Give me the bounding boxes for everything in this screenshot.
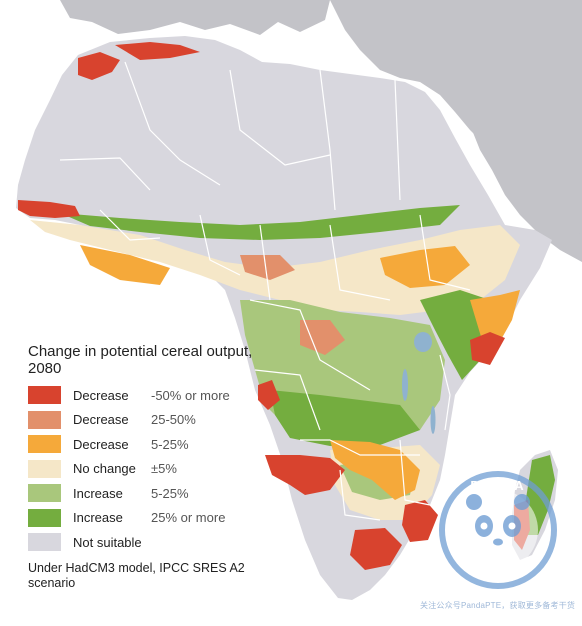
legend-swatch: [28, 508, 61, 527]
region-decrease-strong-morocco: [78, 52, 120, 80]
legend-range: -50% or more: [151, 387, 230, 403]
lake-tanganyika: [402, 369, 408, 401]
region-decrease-strong-east-coast: [470, 332, 505, 365]
legend-rows: Decrease -50% or more Decrease 25-50% De…: [28, 383, 258, 555]
middle-east-land: [330, 0, 582, 260]
legend-swatch: [28, 386, 61, 405]
country-borders: [59, 61, 471, 521]
legend-row: Increase 25% or more: [28, 506, 258, 531]
legend-label: Increase: [73, 510, 123, 526]
legend-range: 5-25%: [151, 485, 189, 501]
legend-range: ±5%: [151, 461, 177, 477]
surrounding-land: [60, 0, 582, 262]
region-increase-strong-central: [270, 390, 420, 446]
region-decrease-strong-algeria: [115, 42, 200, 60]
europe-land: [60, 0, 330, 35]
legend-row: Decrease 5-25%: [28, 432, 258, 457]
legend-label: Decrease: [73, 436, 129, 452]
legend-label: Decrease: [73, 412, 129, 428]
region-decrease-strong-sa: [350, 528, 402, 570]
legend-label: Not suitable: [73, 534, 142, 550]
region-decrease-strong-angola: [258, 380, 280, 410]
legend-row: Not suitable: [28, 530, 258, 555]
legend-row: Increase 5-25%: [28, 481, 258, 506]
legend-row: No change ±5%: [28, 457, 258, 482]
region-increase-strong: [60, 205, 460, 240]
legend-swatch: [28, 410, 61, 429]
legend-row: Decrease -50% or more: [28, 383, 258, 408]
lake-malawi: [430, 406, 436, 434]
lakes: [402, 332, 436, 434]
arabian-peninsula: [470, 125, 582, 262]
region-decrease-moderate-east: [470, 290, 520, 345]
legend-swatch: [28, 459, 61, 478]
region-decrease-medium-2: [240, 255, 295, 280]
legend-swatch: [28, 533, 61, 552]
region-decrease-strong-namibia: [265, 455, 345, 495]
legend-swatch: [28, 435, 61, 454]
legend-swatch: [28, 484, 61, 503]
legend-label: Increase: [73, 485, 123, 501]
legend-range: 5-25%: [151, 436, 189, 452]
region-decrease-medium: [300, 320, 345, 355]
region-decrease-strong-west: [18, 200, 80, 218]
region-decrease-moderate-west: [80, 245, 170, 285]
map-legend: Change in potential cereal output, 2080 …: [28, 343, 258, 591]
legend-label: No change: [73, 461, 136, 477]
legend-range: 25-50%: [151, 412, 196, 428]
watermark-caption: 关注公众号PandaPTE，获取更多备考干货: [420, 601, 576, 610]
model-note: Under HadCM3 model, IPCC SRES A2 scenari…: [28, 560, 245, 590]
svg-text:PANDA: PANDA: [470, 478, 525, 493]
lake-victoria: [414, 332, 432, 352]
panda-watermark-logo: PANDA: [439, 471, 557, 589]
region-decrease-moderate-sahel: [380, 246, 470, 288]
region-decrease-strong-se: [402, 500, 438, 542]
legend-row: Decrease 25-50%: [28, 408, 258, 433]
legend-label: Decrease: [73, 387, 129, 403]
legend-title: Change in potential cereal output, 2080: [28, 343, 253, 377]
legend-range: 25% or more: [151, 510, 226, 526]
